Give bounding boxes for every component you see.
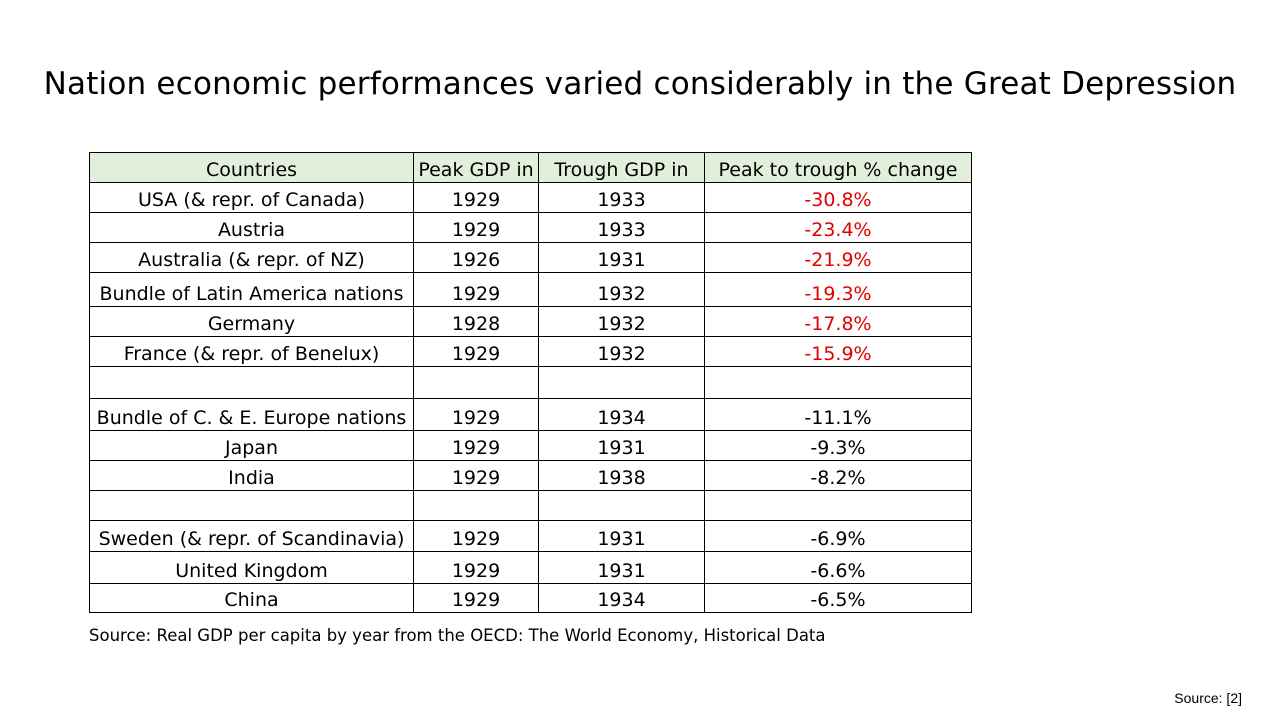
- peak-year-cell: 1929: [413, 272, 539, 307]
- trough-year-cell: 1931: [538, 430, 705, 461]
- peak-year-cell: [413, 490, 539, 521]
- percent-change-cell: -8.2%: [704, 460, 972, 491]
- percent-change-cell: -6.6%: [704, 551, 972, 584]
- country-cell: China: [89, 583, 414, 613]
- peak-year-cell: 1929: [413, 520, 539, 552]
- peak-year-cell: 1929: [413, 336, 539, 367]
- header-peak-gdp: Peak GDP in: [413, 152, 539, 183]
- table-row: Japan 1929 1931 -9.3%: [89, 430, 972, 461]
- percent-change-cell: -9.3%: [704, 430, 972, 461]
- header-trough-gdp: Trough GDP in: [538, 152, 705, 183]
- trough-year-cell: 1932: [538, 336, 705, 367]
- peak-year-cell: 1929: [413, 398, 539, 431]
- table-row: Austria 1929 1933 -23.4%: [89, 212, 972, 243]
- trough-year-cell: 1932: [538, 272, 705, 307]
- country-cell: [89, 366, 414, 399]
- percent-change-cell: -15.9%: [704, 336, 972, 367]
- peak-year-cell: 1929: [413, 182, 539, 213]
- country-cell: United Kingdom: [89, 551, 414, 584]
- table-row: [89, 366, 972, 399]
- country-cell: Bundle of C. & E. Europe nations: [89, 398, 414, 431]
- table-row: USA (& repr. of Canada) 1929 1933 -30.8%: [89, 182, 972, 213]
- percent-change-cell: -21.9%: [704, 242, 972, 273]
- percent-change-cell: [704, 366, 972, 399]
- peak-year-cell: 1926: [413, 242, 539, 273]
- country-cell: India: [89, 460, 414, 491]
- table-row: [89, 490, 972, 521]
- table-row: Sweden (& repr. of Scandinavia) 1929 1931-…: [89, 520, 972, 552]
- table-row: United Kingdom 1929 1931 -6.6%: [89, 551, 972, 584]
- country-cell: Germany: [89, 306, 414, 337]
- trough-year-cell: 1938: [538, 460, 705, 491]
- trough-year-cell: 1933: [538, 182, 705, 213]
- table-row: India 1929 1938 -8.2%: [89, 460, 972, 491]
- percent-change-cell: -30.8%: [704, 182, 972, 213]
- country-cell: Japan: [89, 430, 414, 461]
- header-countries: Countries: [89, 152, 414, 183]
- peak-year-cell: 1929: [413, 212, 539, 243]
- source-note: Source: Real GDP per capita by year from…: [89, 626, 826, 645]
- trough-year-cell: 1934: [538, 398, 705, 431]
- peak-year-cell: 1928: [413, 306, 539, 337]
- peak-year-cell: 1929: [413, 583, 539, 613]
- country-cell: Bundle of Latin America nations: [89, 272, 414, 307]
- table-row: France (& repr. of Benelux) 1929 1932 -15.9…: [89, 336, 972, 367]
- country-cell: [89, 490, 414, 521]
- percent-change-cell: -11.1%: [704, 398, 972, 431]
- percent-change-cell: -17.8%: [704, 306, 972, 337]
- country-cell: Sweden (& repr. of Scandinavia): [89, 520, 414, 552]
- table-header-row: Countries Peak GDP in Trough GDP in Peak…: [89, 152, 972, 183]
- source-reference: Source: [2]: [1174, 690, 1242, 706]
- country-cell: France (& repr. of Benelux): [89, 336, 414, 367]
- trough-year-cell: [538, 490, 705, 521]
- trough-year-cell: 1932: [538, 306, 705, 337]
- trough-year-cell: 1934: [538, 583, 705, 613]
- table-body: USA (& repr. of Canada) 1929 1933 -30.8% Aus…: [89, 182, 972, 613]
- percent-change-cell: -23.4%: [704, 212, 972, 243]
- peak-year-cell: [413, 366, 539, 399]
- table-row: Bundle of Latin America nations 1929 1932-…: [89, 272, 972, 307]
- gdp-table: Countries Peak GDP in Trough GDP in Peak…: [89, 152, 972, 613]
- country-cell: Austria: [89, 212, 414, 243]
- country-cell: USA (& repr. of Canada): [89, 182, 414, 213]
- slide-title: Nation economic performances varied cons…: [43, 66, 1237, 102]
- table-row: Australia (& repr. of NZ) 1926 1931 -21.9%: [89, 242, 972, 273]
- trough-year-cell: 1931: [538, 551, 705, 584]
- table-row: China 1929 1934 -6.5%: [89, 583, 972, 613]
- trough-year-cell: 1931: [538, 520, 705, 552]
- peak-year-cell: 1929: [413, 551, 539, 584]
- table-row: Germany 1928 1932 -17.8%: [89, 306, 972, 337]
- peak-year-cell: 1929: [413, 460, 539, 491]
- peak-year-cell: 1929: [413, 430, 539, 461]
- header-peak-to-trough-change: Peak to trough % change: [704, 152, 972, 183]
- percent-change-cell: -6.9%: [704, 520, 972, 552]
- trough-year-cell: [538, 366, 705, 399]
- trough-year-cell: 1933: [538, 212, 705, 243]
- percent-change-cell: -19.3%: [704, 272, 972, 307]
- percent-change-cell: -6.5%: [704, 583, 972, 613]
- percent-change-cell: [704, 490, 972, 521]
- country-cell: Australia (& repr. of NZ): [89, 242, 414, 273]
- table-row: Bundle of C. & E. Europe nations 1929 1934…: [89, 398, 972, 431]
- trough-year-cell: 1931: [538, 242, 705, 273]
